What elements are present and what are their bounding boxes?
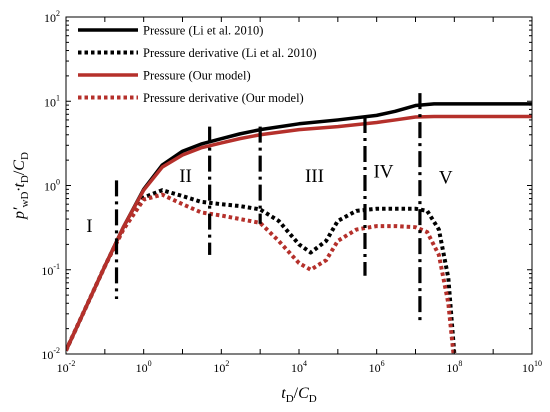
region-boundary-layer [114,93,422,321]
x-tick-exponent: 4 [303,359,307,368]
y-label-sep: / [11,170,28,175]
x-label-sep: / [294,385,299,402]
y-label-mid: ·t [11,183,28,192]
y-tick-exponent: 1 [56,93,60,102]
y-axis-label: p′wD·tD/CD [11,152,31,220]
x-tick-exponent: 0 [148,359,152,368]
series-line-2 [66,114,532,352]
x-tick-base: 10 [136,361,148,375]
y-tick-base: 10 [44,11,56,25]
region-label-0: I [86,216,92,237]
series-layer [66,102,532,354]
x-label-main2: C [298,385,309,402]
x-tick-exponent: 8 [458,359,462,368]
x-tick-base: 10 [446,361,458,375]
y-tick-exponent: -1 [53,262,60,271]
x-tick-label-2: 102 [213,359,229,375]
x-tick-base: 10 [57,361,69,375]
x-label-sub2: D [309,393,317,405]
legend-label-2: Pressure (Our model) [143,69,251,83]
x-tick-label-0: 10-2 [57,359,76,375]
x-tick-base: 10 [291,361,303,375]
region-label-3: IV [373,161,393,182]
y-tick-exponent: 2 [56,9,60,18]
x-tick-label-1: 100 [136,359,152,375]
y-label-main2: C [11,160,28,171]
x-tick-exponent: -2 [69,359,76,368]
y-tick-base: 10 [41,264,53,278]
region-label-1: II [179,166,192,187]
x-label-main: t [281,385,286,402]
x-label-sub1: D [286,393,294,405]
y-label-sub3: D [19,152,31,160]
x-tick-label-3: 104 [291,359,307,375]
y-label-sub1: wD [19,191,31,207]
y-tick-exponent: 0 [56,178,60,187]
legend-label-0: Pressure (Li et al. 2010) [143,24,263,38]
x-tick-exponent: 6 [381,359,385,368]
x-tick-base: 10 [369,361,381,375]
region-label-2: III [305,166,324,187]
region-label-layer: III III IV V [86,161,453,237]
region-label-4: V [439,168,453,189]
y-tick-label-4: 102 [44,9,60,25]
y-label-sub2: D [19,175,31,183]
y-tick-label-1: 10-1 [41,262,60,278]
legend: Pressure (Li et al. 2010) Pressure deriva… [78,24,317,105]
axis-labels: tD/CDp′wD·tD/CD [11,152,317,405]
x-tick-label-6: 1010 [522,359,542,375]
x-tick-label-4: 106 [369,359,385,375]
y-axis-label-group: p′wD·tD/CD [11,152,31,220]
x-axis-label: tD/CD [281,385,317,405]
legend-label-3: Pressure derivative (Our model) [143,91,304,105]
y-tick-base: 10 [44,180,56,194]
x-tick-exponent: 2 [225,359,229,368]
y-tick-label-3: 101 [44,93,60,109]
x-tick-base: 10 [522,361,534,375]
x-tick-label-5: 108 [446,359,462,375]
legend-label-1: Pressure derivative (Li et al. 2010) [143,46,317,60]
x-tick-exponent: 10 [534,359,542,368]
y-tick-label-0: 10-2 [41,346,60,362]
y-tick-base: 10 [41,348,53,362]
y-tick-label-2: 100 [44,178,60,194]
series-line-3 [66,192,456,354]
y-tick-exponent: -2 [53,346,60,355]
y-label-main: p′ [11,207,28,220]
x-tick-base: 10 [213,361,225,375]
y-tick-base: 10 [44,95,56,109]
